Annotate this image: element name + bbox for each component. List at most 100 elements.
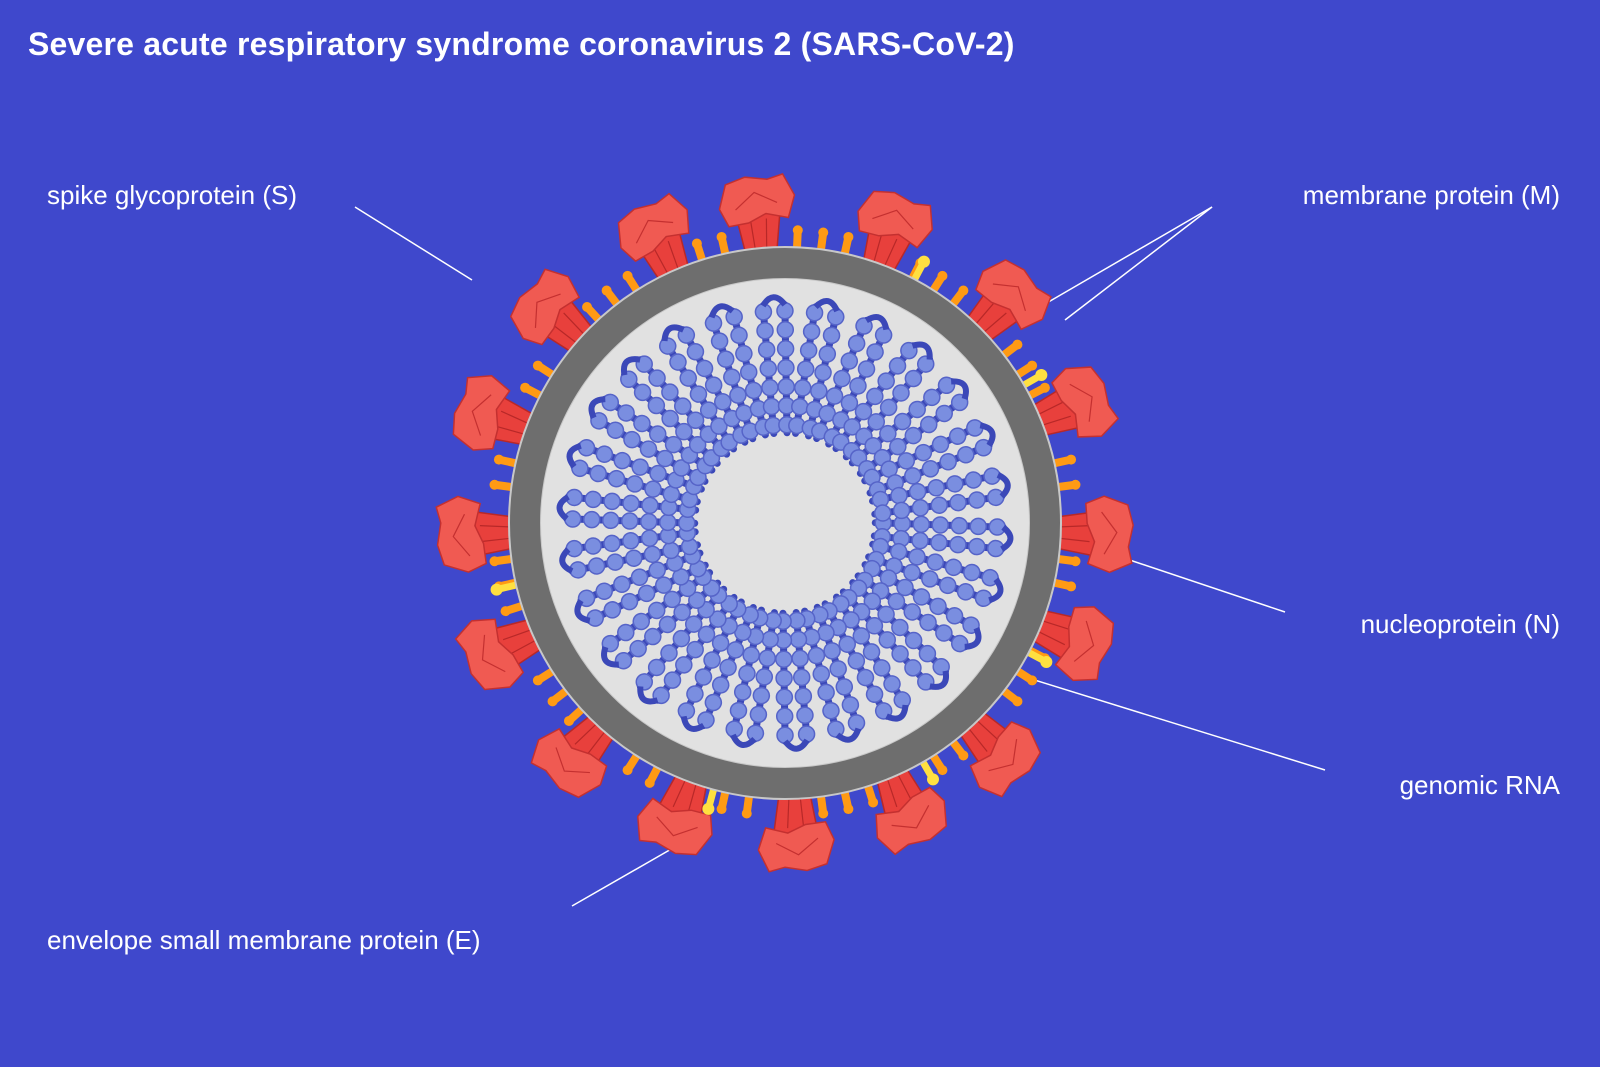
nucleoprotein-rna-loop <box>704 303 773 443</box>
nucleoprotein-bead <box>633 383 652 402</box>
membrane-protein-tip <box>644 777 655 788</box>
nucleoprotein-bead <box>589 464 607 483</box>
nucleoprotein-bead <box>629 639 647 658</box>
nucleoprotein-bead <box>920 415 938 434</box>
nucleoprotein-bead <box>818 345 837 363</box>
nucleoprotein-bead <box>891 618 909 637</box>
nucleoprotein-bead <box>607 469 626 488</box>
nucleoprotein-bead <box>661 409 679 428</box>
membrane-protein-tip <box>563 715 574 726</box>
genomic-rna-turn <box>559 547 574 574</box>
nucleoprotein-bead <box>673 397 692 415</box>
nucleoprotein-rna-loop <box>865 537 1004 607</box>
diagram-title: Severe acute respiratory syndrome corona… <box>28 26 1015 62</box>
nucleoprotein-bead <box>776 320 795 339</box>
nucleoprotein-rna-loop <box>788 298 845 440</box>
nucleoprotein-bead <box>695 359 714 378</box>
genomic-rna-turn <box>637 686 659 705</box>
membrane-protein-tip <box>622 765 633 776</box>
membrane-protein-tip <box>818 808 829 819</box>
nucleoprotein-bead <box>931 435 950 454</box>
nucleoprotein-bead <box>930 496 948 514</box>
nucleoprotein-bead <box>738 664 756 683</box>
genomic-rna-turn <box>885 704 909 722</box>
genomic-rna-turn <box>661 324 685 342</box>
nucleoprotein-bead <box>606 553 624 571</box>
genomic-rna-turn <box>782 738 810 752</box>
nucleoprotein-bead <box>968 491 986 509</box>
spike-head-fold <box>891 804 930 829</box>
membrane-protein-tip <box>1012 696 1023 707</box>
genomic-rna-turn <box>620 356 641 376</box>
leader-line <box>1064 206 1213 321</box>
leader-line <box>1044 206 1213 305</box>
nucleoprotein-bead <box>908 400 926 419</box>
nucleoprotein-rna-loop <box>839 579 950 691</box>
nucleoprotein-bead <box>583 510 601 529</box>
envelope-protein-tip <box>917 255 930 268</box>
nucleoprotein-bead <box>988 518 1006 536</box>
nucleoprotein-bead <box>873 659 891 677</box>
nucleoprotein-bead <box>613 575 631 593</box>
nucleoprotein-bead <box>735 344 753 363</box>
nucleoprotein-bead <box>723 368 741 386</box>
nucleoprotein-bead <box>930 533 948 552</box>
membrane-protein-tip <box>500 606 511 617</box>
nucleoprotein-bead <box>776 301 794 320</box>
nucleoprotein-rna-loop <box>620 355 731 467</box>
genomic-rna-turn <box>760 294 788 308</box>
nucleoprotein-rna-loop <box>566 439 705 509</box>
nucleoprotein-bead <box>862 643 881 661</box>
membrane-protein-tip <box>622 270 633 281</box>
genomic-rna-turn <box>964 626 982 650</box>
nucleoprotein-rna-loop <box>869 467 1011 522</box>
nucleoprotein-bead <box>647 658 666 677</box>
nucleoprotein-bead <box>584 490 602 509</box>
nucleoprotein-bead <box>660 644 678 662</box>
genomic-rna-turn <box>864 314 890 331</box>
nucleoprotein-bead <box>587 557 606 575</box>
nucleoprotein-bead <box>733 683 752 701</box>
nucleoprotein-bead <box>822 701 840 720</box>
nucleoprotein-bead <box>835 678 854 696</box>
nucleoprotein-bead <box>675 656 693 674</box>
nucleoprotein-bead <box>957 445 975 464</box>
spike-head <box>1054 606 1115 682</box>
membrane-protein-tip <box>843 231 854 242</box>
spike-head <box>435 495 488 573</box>
nucleoprotein-bead <box>755 668 774 686</box>
membrane-protein-tip <box>691 238 702 249</box>
nucleoprotein-bead <box>775 669 793 687</box>
spike-head-fold <box>735 191 778 211</box>
nucleoprotein-bead <box>637 584 656 603</box>
genomic-rna-turn <box>601 646 619 668</box>
nucleoprotein-bead <box>689 385 708 403</box>
nucleoprotein-bead <box>647 396 666 415</box>
nucleoprotein-bead <box>625 549 643 567</box>
nucleoprotein-bead <box>847 334 866 353</box>
label-nucleoprotein: nucleoprotein (N) <box>1360 609 1560 639</box>
nucleoprotein-bead <box>762 397 781 416</box>
nucleoprotein-bead <box>891 645 909 663</box>
nucleoprotein-rna-loop <box>725 606 782 748</box>
nucleoprotein-bead <box>911 531 929 550</box>
nucleoprotein-bead <box>584 537 602 555</box>
nucleoprotein-bead <box>929 597 947 616</box>
nucleoprotein-bead <box>802 322 821 341</box>
membrane-protein-tip <box>716 231 727 242</box>
nucleoprotein-bead <box>644 627 662 646</box>
spike-head <box>757 820 835 873</box>
label-membrane-protein: membrane protein (M) <box>1302 180 1560 210</box>
label-genomic-rna: genomic RNA <box>1399 770 1560 800</box>
nucleoprotein-bead <box>716 350 735 368</box>
nucleoprotein-bead <box>926 553 944 571</box>
spike-head-fold <box>988 739 1018 772</box>
nucleoprotein-bead <box>945 607 964 625</box>
membrane-protein-tip <box>792 225 803 236</box>
nucleoprotein-bead <box>794 687 813 706</box>
nucleoprotein-bead <box>866 343 884 361</box>
nucleoprotein-bead <box>633 414 651 433</box>
leader-line <box>354 206 473 281</box>
nucleoprotein-bead <box>969 517 987 536</box>
nucleoprotein-bead <box>729 701 748 720</box>
